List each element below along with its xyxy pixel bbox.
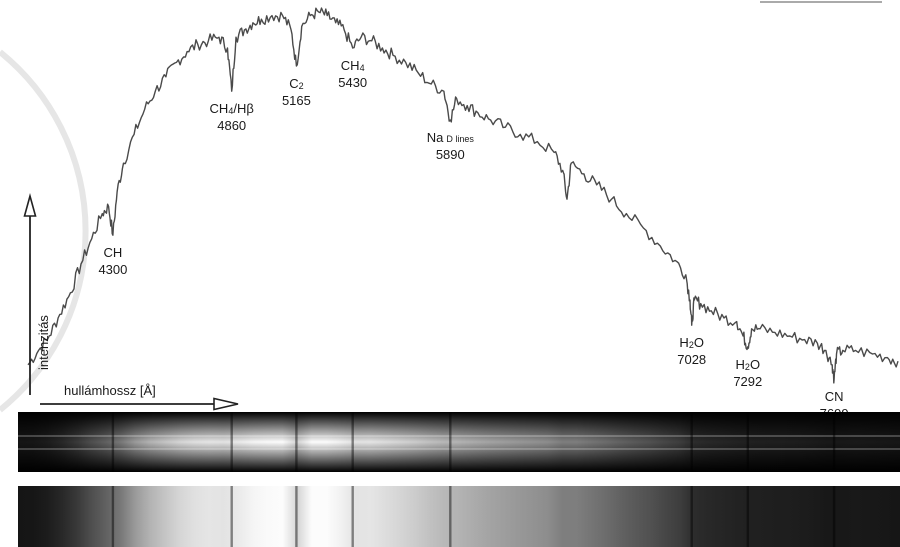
annotation-label: CN xyxy=(825,389,844,404)
annotation-label: Na D lines xyxy=(427,130,475,145)
y-axis-arrowhead xyxy=(23,192,37,217)
x-axis-arrowhead xyxy=(213,397,239,411)
annotation-5890: Na D lines 5890 xyxy=(427,130,475,162)
band-absorption-line xyxy=(230,412,233,472)
spectrum-line xyxy=(27,7,899,384)
band-absorption-line xyxy=(449,412,452,472)
annotation-value: 4860 xyxy=(217,118,246,133)
annotation-value: 7028 xyxy=(677,352,706,367)
annotation-value: 5430 xyxy=(338,75,367,90)
band-absorption-line xyxy=(449,486,452,547)
band-absorption-lines xyxy=(111,412,836,547)
annotation-5430: CH4 5430 xyxy=(338,58,367,90)
band-absorption-line xyxy=(746,486,749,547)
annotation-value: 4300 xyxy=(98,262,127,277)
annotation-label: CH4 xyxy=(341,58,365,73)
band-absorption-line xyxy=(111,412,115,472)
annotation-4860: CH4/Hβ 4860 xyxy=(210,101,254,133)
decorative-arc xyxy=(0,49,89,413)
band-absorption-line xyxy=(351,412,354,472)
annotation-label: C2 xyxy=(289,76,303,91)
spectrum-band-shading xyxy=(18,412,900,472)
annotation-7028: H2O 7028 xyxy=(677,335,706,367)
annotation-5165: C2 5165 xyxy=(282,76,311,108)
annotation-value: 5890 xyxy=(436,147,465,162)
band-absorption-line xyxy=(690,486,693,547)
annotation-label: CH xyxy=(104,245,123,260)
annotation-label: H2O xyxy=(736,357,761,372)
spectrum-2d-image xyxy=(18,412,900,547)
x-axis-label: hullámhossz [Å] xyxy=(64,383,156,398)
annotation-value: 5165 xyxy=(282,93,311,108)
band-absorption-line xyxy=(295,412,298,472)
band-absorption-line xyxy=(295,486,298,547)
annotation-label: H2O xyxy=(679,335,704,350)
annotation-value: 7292 xyxy=(733,374,762,389)
spectrum-band-1d xyxy=(18,486,900,547)
annotation-label: CH4/Hβ xyxy=(210,101,254,116)
annotation-7292: H2O 7292 xyxy=(733,357,762,389)
band-absorption-line xyxy=(832,486,836,547)
band-absorption-line xyxy=(230,486,233,547)
band-absorption-line xyxy=(832,412,836,472)
band-absorption-line xyxy=(690,412,693,472)
band-absorption-line xyxy=(351,486,354,547)
band-absorption-line xyxy=(746,412,749,472)
y-axis-label: intenzitás xyxy=(36,315,51,370)
band-absorption-line xyxy=(111,486,115,547)
annotation-4300: CH 4300 xyxy=(98,245,127,277)
